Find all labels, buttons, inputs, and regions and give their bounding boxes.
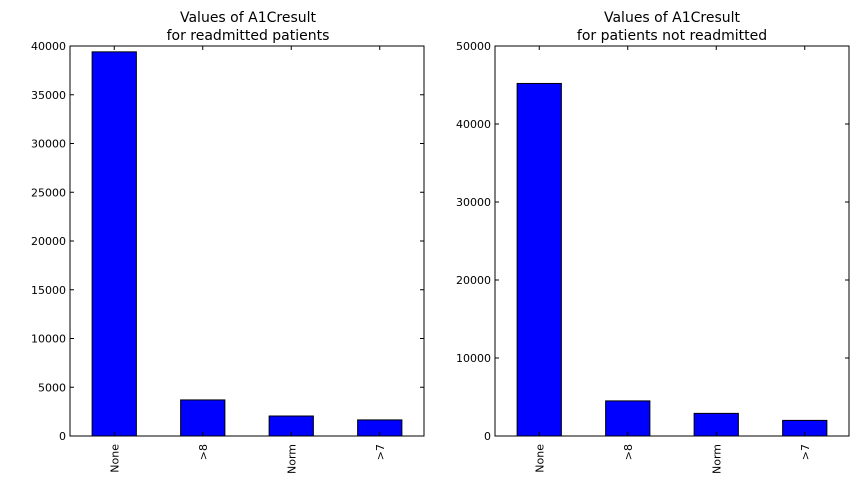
y-tick-label: 50000 [456, 40, 491, 53]
y-tick-label: 20000 [456, 274, 491, 287]
x-tick-label: Norm [285, 444, 298, 474]
y-tick-label: 5000 [38, 381, 66, 394]
x-tick-label: >8 [197, 444, 210, 460]
chart-title-line-1: Values of A1Cresult [604, 10, 741, 26]
plot-frame [494, 45, 850, 437]
bar-gt8 [605, 400, 651, 437]
bar-gt8 [180, 399, 226, 437]
y-tick-label: 20000 [31, 235, 66, 248]
bar-none [91, 51, 137, 437]
chart-title-line-2: for patients not readmitted [577, 28, 767, 44]
axis-ticks: None >8 Norm >7 0 5000 10000 15000 20000 25000 300… [31, 40, 424, 474]
y-tick-label: 10000 [456, 352, 491, 365]
chart-not-readmitted: Values of A1Cresult for patients not rea… [456, 10, 850, 474]
y-tick-label: 30000 [31, 138, 66, 151]
chart-readmitted: Values of A1Cresult for readmitted patie… [31, 10, 425, 474]
y-tick-label: 40000 [31, 40, 66, 53]
chart-title-line-2: for readmitted patients [167, 28, 330, 44]
y-tick-label: 0 [59, 430, 66, 443]
x-tick-label: None [533, 444, 546, 473]
y-tick-label: 10000 [31, 333, 66, 346]
axis-ticks: None >8 Norm >7 0 10000 20000 30000 40000 50000 [456, 40, 849, 474]
x-tick-label: >7 [374, 444, 387, 460]
x-tick-label: >8 [622, 444, 635, 460]
bar-none [516, 82, 562, 437]
y-tick-label: 25000 [31, 186, 66, 199]
x-tick-label: >7 [799, 444, 812, 460]
plot-frame [69, 45, 425, 437]
x-tick-label: None [108, 444, 121, 473]
chart-title-line-1: Values of A1Cresult [180, 10, 317, 26]
bar-series [516, 82, 828, 437]
y-tick-label: 0 [484, 430, 491, 443]
y-tick-label: 40000 [456, 118, 491, 131]
y-tick-label: 35000 [31, 89, 66, 102]
y-tick-label: 15000 [31, 284, 66, 297]
y-tick-label: 30000 [456, 196, 491, 209]
x-tick-label: Norm [710, 444, 723, 474]
bar-series [91, 51, 403, 437]
